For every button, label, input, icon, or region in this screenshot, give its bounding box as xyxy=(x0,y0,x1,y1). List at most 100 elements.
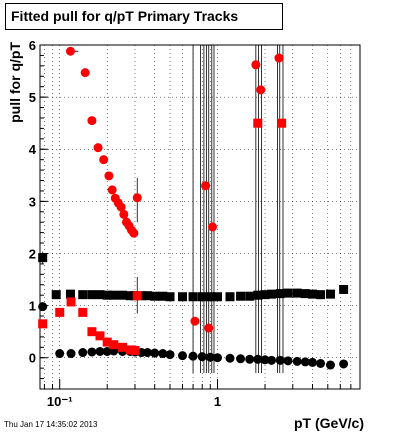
data-point-square xyxy=(125,291,135,301)
data-point-circle xyxy=(197,352,207,362)
data-point-circle xyxy=(150,348,160,358)
data-point-square xyxy=(177,292,187,302)
y-tick-label: 2 xyxy=(29,246,36,261)
data-point-square xyxy=(109,340,119,350)
error-bars xyxy=(42,45,284,373)
data-point-circle xyxy=(251,60,261,70)
data-point-circle xyxy=(260,355,270,365)
data-point-square xyxy=(275,289,285,299)
y-tick-label: 4 xyxy=(29,142,37,157)
data-point-square xyxy=(308,289,318,299)
data-point-circle xyxy=(87,116,97,126)
data-point-circle xyxy=(177,351,187,361)
data-point-circle xyxy=(236,354,246,364)
grid-lines xyxy=(40,44,361,389)
data-point-circle xyxy=(80,68,90,78)
data-point-square xyxy=(102,290,112,300)
data-point-circle xyxy=(292,356,302,366)
plot-frame xyxy=(39,44,361,390)
data-point-circle xyxy=(300,357,310,367)
data-point-circle xyxy=(99,155,109,165)
data-point-square xyxy=(283,288,293,298)
data-point-square xyxy=(150,291,160,301)
data-point-square xyxy=(118,290,128,300)
data-point-circle xyxy=(104,171,114,181)
y-tick-label: 0 xyxy=(29,351,36,366)
data-point-circle xyxy=(339,359,349,369)
data-point-circle xyxy=(116,202,126,212)
data-point-circle xyxy=(132,193,142,203)
data-point-square xyxy=(130,345,140,355)
data-point-circle xyxy=(55,349,65,359)
data-point-circle xyxy=(190,316,200,326)
data-point-square xyxy=(188,292,198,302)
data-point-circle xyxy=(65,46,75,56)
data-point-square xyxy=(95,331,105,341)
data-point-square xyxy=(87,290,97,300)
chart-title: Fitted pull for q/pT Primary Tracks xyxy=(5,3,283,30)
data-point-square xyxy=(277,118,287,128)
data-point-square xyxy=(51,290,61,300)
data-point-square xyxy=(78,290,88,300)
data-point-circle xyxy=(213,353,223,363)
tick-labels: 0 1 2 3 4 5 6 10⁻¹ 1 xyxy=(29,38,221,409)
data-point-square xyxy=(253,118,263,128)
data-point-circle xyxy=(38,302,48,312)
data-point-square xyxy=(158,291,168,301)
data-point-square xyxy=(87,327,97,337)
data-point-circle xyxy=(142,348,152,358)
data-point-square xyxy=(253,290,263,300)
data-point-circle xyxy=(165,350,175,360)
data-point-square xyxy=(132,291,142,301)
data-point-square xyxy=(109,290,119,300)
data-point-circle xyxy=(119,209,129,219)
data-point-square xyxy=(225,292,235,302)
data-point-circle xyxy=(275,355,285,365)
data-point-square xyxy=(325,289,335,299)
y-tick-label: 6 xyxy=(29,38,36,53)
data-point-circle xyxy=(245,354,255,364)
data-point-square xyxy=(197,292,207,302)
data-point-square xyxy=(236,291,246,301)
data-point-circle xyxy=(205,352,215,362)
data-point-square xyxy=(78,307,88,317)
data-point-square xyxy=(142,291,152,301)
data-point-circle xyxy=(201,181,211,191)
data-point-square xyxy=(339,284,349,294)
data-point-circle xyxy=(316,358,326,368)
data-point-square xyxy=(260,290,270,300)
data-point-circle xyxy=(253,354,263,364)
data-point-square xyxy=(267,289,277,299)
data-point-circle xyxy=(208,222,218,232)
data-point-circle xyxy=(78,348,88,358)
data-point-square xyxy=(38,319,48,329)
data-point-circle xyxy=(225,353,235,363)
data-point-circle xyxy=(107,185,117,195)
data-point-circle xyxy=(66,349,76,359)
data-point-square xyxy=(213,292,223,302)
data-point-circle xyxy=(102,346,112,356)
footer-timestamp: Thu Jan 17 14:35:02 2013 xyxy=(4,420,98,429)
data-point-circle xyxy=(95,346,105,356)
data-point-square xyxy=(65,289,75,299)
y-tick-label: 1 xyxy=(29,299,36,314)
data-point-circle xyxy=(158,349,168,359)
y-tick-label: 3 xyxy=(29,194,36,209)
x-axis-label: pT (GeV/c) xyxy=(294,415,364,431)
data-point-square xyxy=(316,290,326,300)
data-point-square xyxy=(245,291,255,301)
data-point-square xyxy=(66,297,76,307)
data-point-circle xyxy=(204,323,214,333)
data-point-circle xyxy=(87,347,97,357)
data-point-circle xyxy=(308,357,318,367)
data-point-circle xyxy=(129,228,139,238)
data-point-circle xyxy=(188,351,198,361)
data-point-circle xyxy=(325,360,335,370)
data-point-square xyxy=(165,292,175,302)
data-markers xyxy=(38,46,349,370)
data-point-square xyxy=(55,307,65,317)
axis-ticks xyxy=(40,44,361,390)
data-point-square xyxy=(102,337,112,347)
data-point-circle xyxy=(256,85,266,95)
